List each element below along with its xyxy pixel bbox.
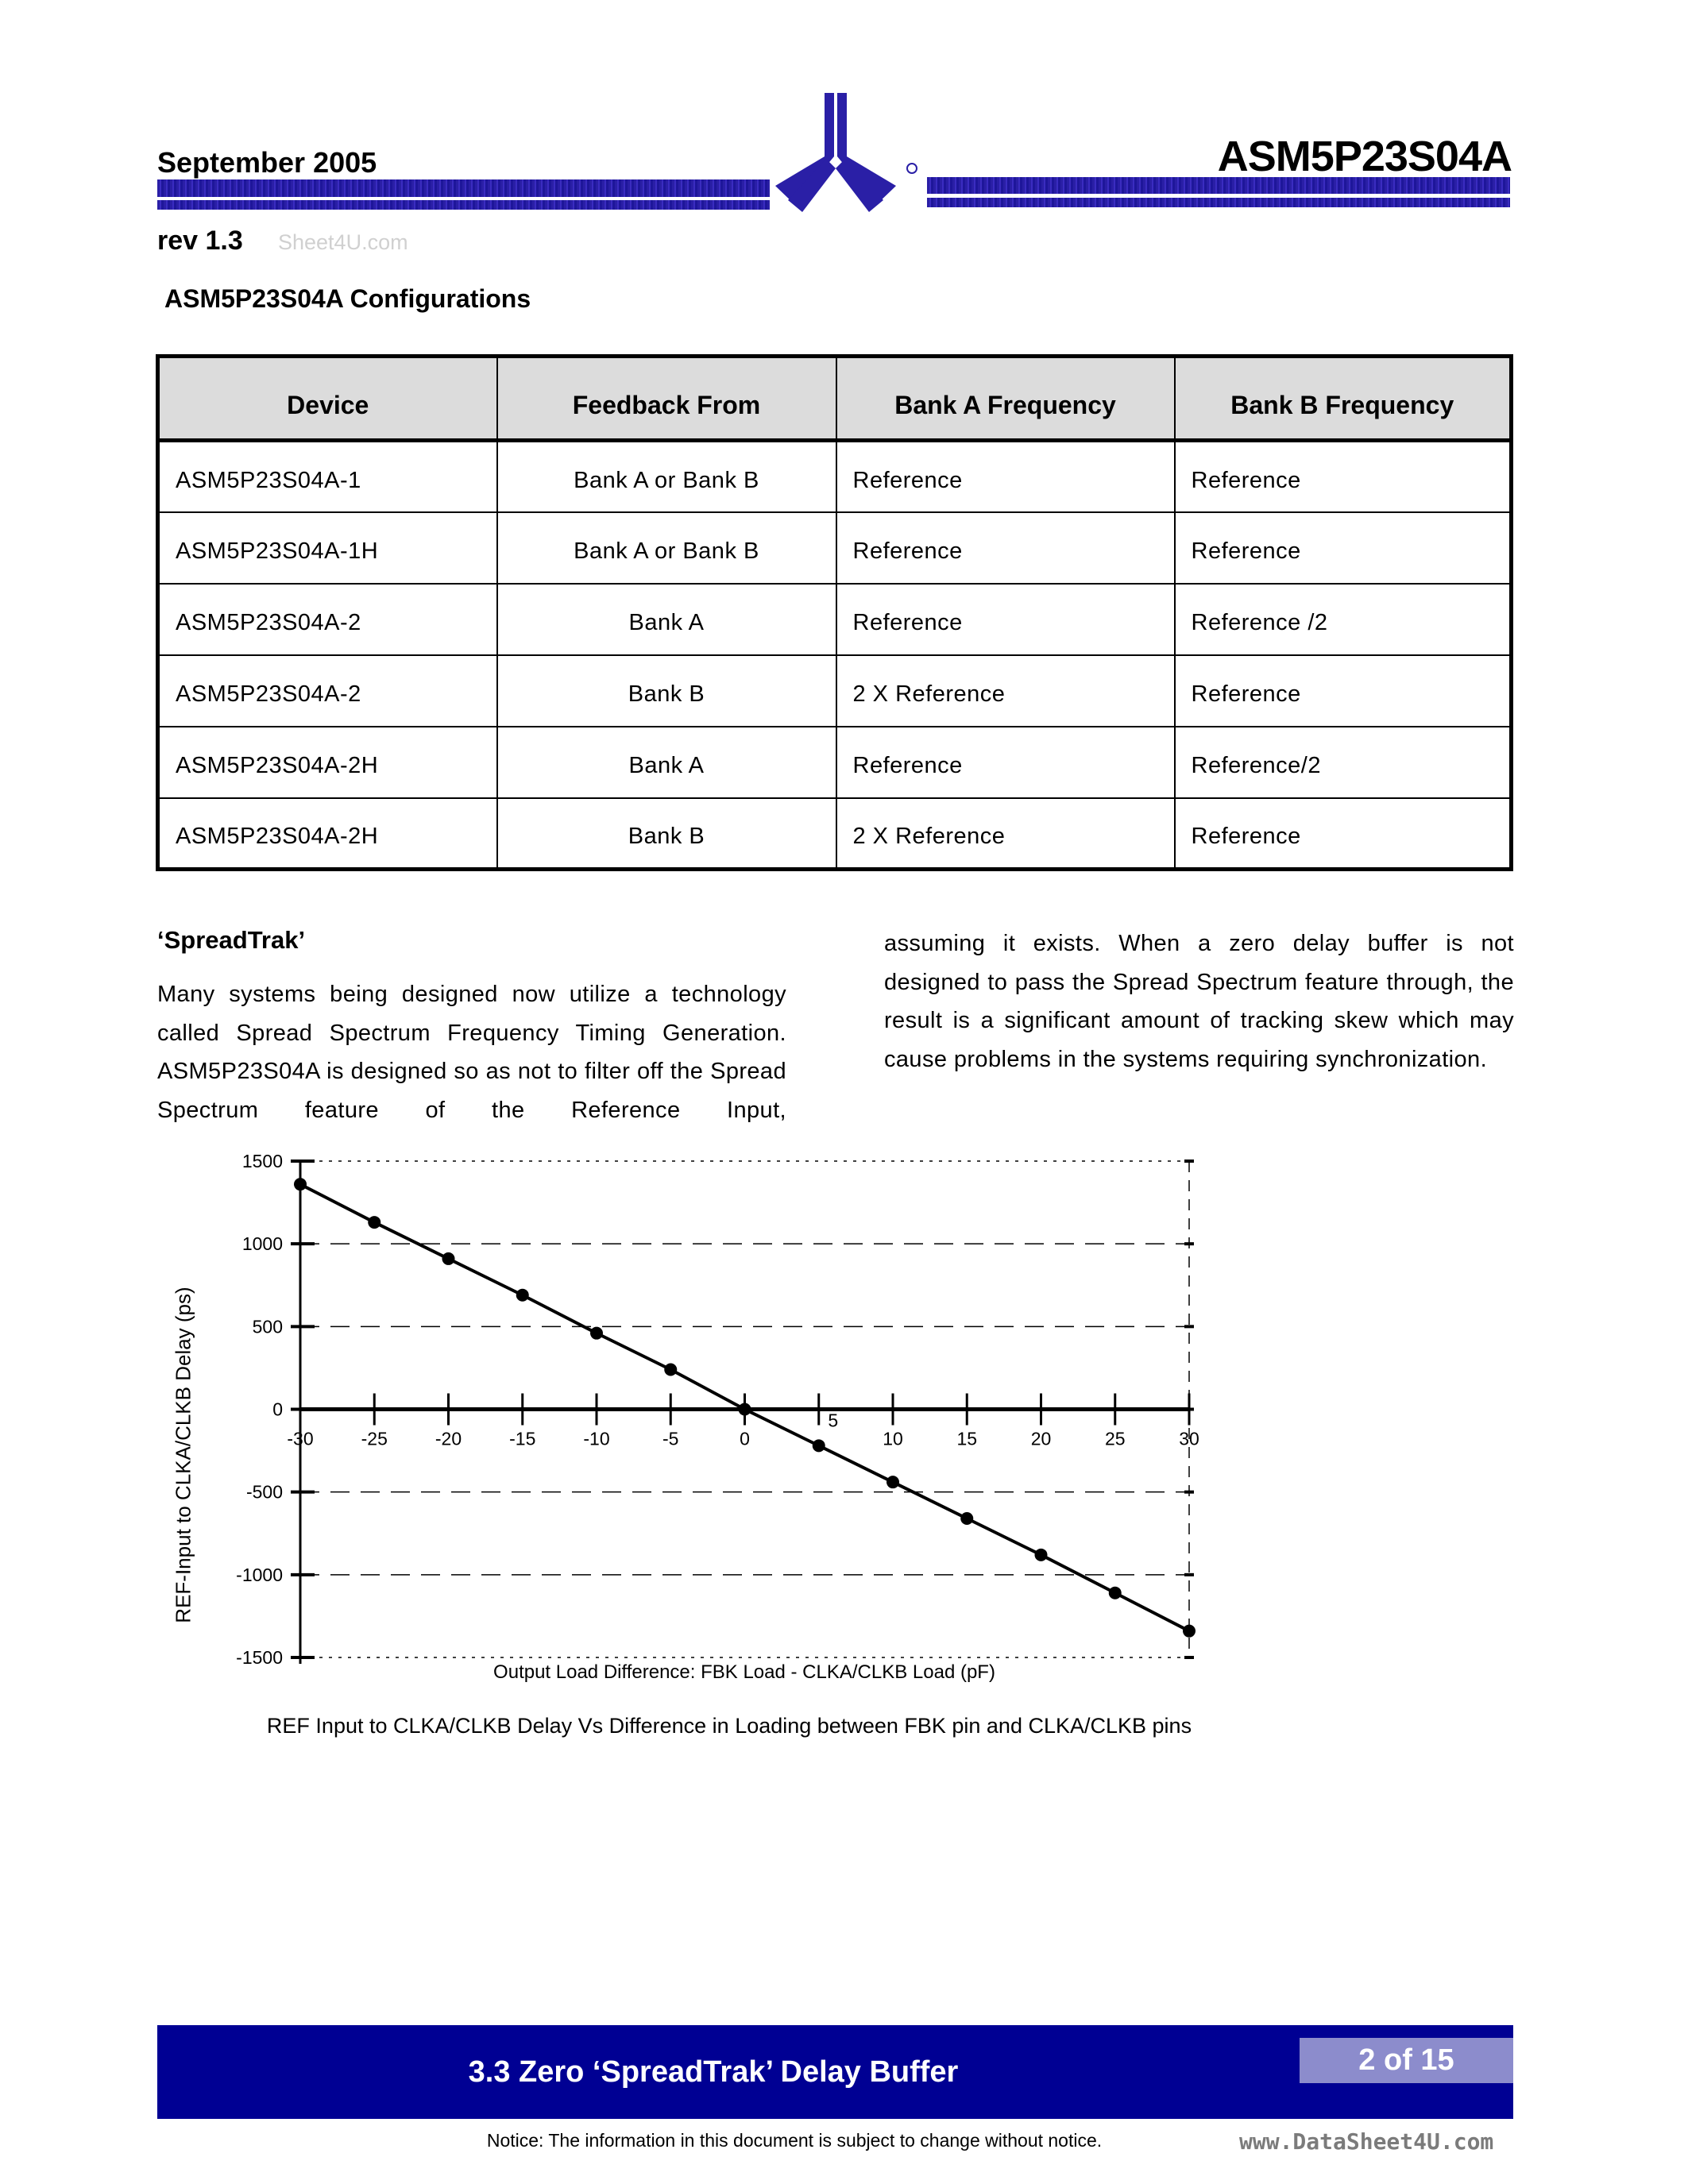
table-cell: Reference: [835, 582, 1176, 656]
table-cell: ASM5P23S04A-2: [156, 582, 498, 656]
table-cell: Reference: [1173, 797, 1512, 870]
x-tick-label: -15: [509, 1429, 535, 1449]
table-cell: ASM5P23S04A-2H: [156, 797, 498, 870]
part-number-title: ASM5P23S04A: [1217, 133, 1512, 180]
x-tick-label: 15: [956, 1429, 977, 1449]
configurations-title: ASM5P23S04A Configurations: [164, 284, 531, 313]
y-tick-label: -1500: [236, 1647, 283, 1668]
x-tick-label: 10: [883, 1429, 903, 1449]
table-row: ASM5P23S04A-1H Bank A or Bank B Reference R…: [156, 511, 1512, 585]
column-header: Device: [156, 355, 498, 442]
x-tick-label: 30: [1179, 1429, 1199, 1449]
data-point: [886, 1476, 899, 1489]
data-point: [664, 1363, 678, 1376]
data-point: [738, 1403, 751, 1416]
table-cell: ASM5P23S04A-2H: [156, 725, 498, 799]
table-row: ASM5P23S04A-1 Bank A or Bank B Reference Re…: [156, 439, 1512, 513]
y-axis-label: REF-Input to CLKA/CLKB Delay (ps): [171, 1287, 195, 1623]
data-point: [368, 1216, 381, 1229]
table-cell: Reference: [835, 439, 1176, 513]
page-number: 2 of 15: [1300, 2038, 1513, 2083]
column-header: Feedback From: [496, 355, 837, 442]
table-cell: Bank A or Bank B: [496, 439, 837, 513]
table-header-row: Device Feedback From Bank A Frequency Ba…: [156, 355, 1512, 442]
header-rule-right-thin: [927, 198, 1510, 207]
x-tick-label: -30: [287, 1429, 313, 1449]
data-point: [1108, 1586, 1122, 1599]
table-cell: Reference: [1173, 654, 1512, 727]
table-cell: 2 X Reference: [835, 797, 1176, 870]
configurations-table: Device Feedback From Bank A Frequency Ba…: [156, 354, 1513, 871]
x-tick-label: -20: [435, 1429, 462, 1449]
footer-band: 3.3 Zero ‘SpreadTrak’ Delay Buffer 2 of …: [157, 2025, 1513, 2119]
table-row: ASM5P23S04A-2 Bank A Reference Reference /2: [156, 582, 1512, 656]
table-cell: Reference: [835, 511, 1176, 585]
y-tick-label: -500: [246, 1482, 283, 1503]
y-tick-label: -1000: [236, 1565, 283, 1585]
data-point: [812, 1439, 825, 1453]
table-cell: Bank B: [496, 797, 837, 870]
data-point: [1034, 1548, 1048, 1561]
data-point: [1183, 1624, 1196, 1638]
footer-title: 3.3 Zero ‘SpreadTrak’ Delay Buffer: [468, 2055, 959, 2089]
document-date: September 2005: [157, 146, 377, 179]
x-tick-label: 20: [1031, 1429, 1052, 1449]
table-cell: ASM5P23S04A-1: [156, 439, 498, 513]
x-tick-label: -10: [583, 1429, 609, 1449]
column-header: Bank B Frequency: [1173, 355, 1512, 442]
column-header: Bank A Frequency: [835, 355, 1176, 442]
data-point: [442, 1252, 455, 1265]
x-tick-label: 5: [828, 1410, 838, 1431]
paragraph-right: assuming it exists. When a zero delay bu…: [884, 931, 1514, 1072]
data-point: [960, 1512, 974, 1525]
header-rule-left: [157, 179, 770, 197]
table-cell: Bank A: [496, 582, 837, 656]
paragraph-left: Many systems being designed now utilize …: [157, 982, 786, 1123]
data-point: [294, 1178, 307, 1191]
table-cell: 2 X Reference: [835, 654, 1176, 727]
table-cell: Bank A: [496, 725, 837, 799]
header-rule-left-thin: [157, 200, 770, 210]
header-rule-right: [927, 177, 1510, 194]
table-cell: Reference /2: [1173, 582, 1512, 656]
data-point: [516, 1288, 529, 1302]
table-row: ASM5P23S04A-2H Bank A Reference Reference/2: [156, 725, 1512, 799]
table-cell: Reference: [1173, 439, 1512, 513]
x-tick-label: -25: [361, 1429, 388, 1449]
table-cell: ASM5P23S04A-1H: [156, 511, 498, 585]
y-tick-label: 0: [272, 1399, 283, 1420]
x-tick-label: 0: [740, 1429, 750, 1449]
table-cell: Bank A or Bank B: [496, 511, 837, 585]
y-tick-label: 500: [253, 1316, 283, 1337]
notice: Notice: The information in this document…: [486, 2130, 1103, 2151]
data-point: [590, 1326, 603, 1340]
watermark: Sheet4U.com: [278, 230, 408, 254]
chart-caption: REF Input to CLKA/CLKB Delay Vs Differen…: [266, 1714, 1192, 1738]
y-tick-label: 1000: [242, 1233, 283, 1254]
table-cell: ASM5P23S04A-2: [156, 654, 498, 727]
table-cell: Reference/2: [1173, 725, 1512, 799]
section-heading: ‘SpreadTrak’: [157, 926, 306, 954]
table-cell: Reference: [1173, 511, 1512, 585]
footer-watermark: www.DataSheet4U.com: [1239, 2128, 1494, 2155]
company-logo: [775, 93, 917, 212]
x-tick-label: -5: [662, 1429, 678, 1449]
x-axis-label: Output Load Difference: FBK Load - CLKA/…: [493, 1661, 995, 1683]
y-tick-label: 1500: [242, 1151, 283, 1171]
table-cell: Reference: [835, 725, 1176, 799]
revision: rev 1.3: [157, 226, 243, 256]
table-cell: Bank B: [496, 654, 837, 727]
x-tick-label: 25: [1105, 1429, 1126, 1449]
